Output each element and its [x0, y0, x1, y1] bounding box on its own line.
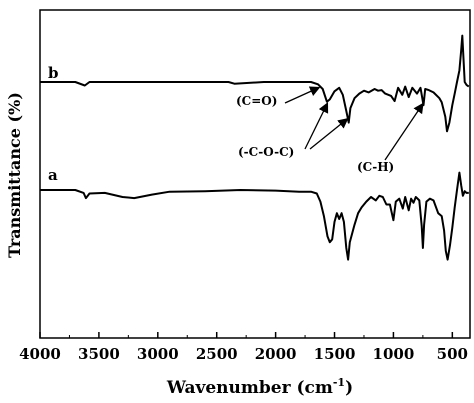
series-label-b: b	[48, 64, 59, 82]
annotation-ch-label: (C-H)	[357, 160, 394, 174]
x-axis-label-sup: -1	[333, 376, 345, 389]
x-tick-label: 2500	[196, 345, 238, 363]
annotation-arrow	[284, 86, 321, 104]
x-axis-ticks: 4000 3500 3000 2500 2000 1500 1000 500	[19, 332, 468, 363]
x-tick-label: 1500	[314, 345, 356, 363]
annotation-arrow	[304, 102, 329, 150]
annotation-coc-label: (-C-O-C)	[238, 145, 294, 159]
x-tick-label: 3500	[78, 345, 120, 363]
annotation-co-label: (C=O)	[236, 94, 277, 108]
annotations: (C=O) (-C-O-C) (C-H)	[236, 86, 424, 174]
spectrum-line-a	[40, 171, 469, 261]
x-axis-label: Wavenumber (cm-1)	[166, 376, 353, 398]
x-tick-label: 1000	[373, 345, 415, 363]
x-tick-label: 2000	[255, 345, 297, 363]
y-axis-label: Transmittance (%)	[5, 92, 24, 258]
x-tick-label: 3000	[137, 345, 179, 363]
spectrum-line-b	[40, 34, 470, 133]
series-layer	[40, 34, 470, 261]
x-tick-label: 500	[437, 345, 468, 363]
plot-frame	[39, 9, 471, 339]
annotation-arrow	[309, 117, 349, 150]
x-axis-label-close: )	[345, 378, 353, 398]
annotation-arrows	[284, 86, 424, 161]
x-axis-label-main: Wavenumber (cm	[166, 378, 333, 398]
annotation-arrow	[384, 102, 424, 161]
series-label-a: a	[48, 166, 58, 184]
x-tick-label: 4000	[19, 345, 61, 363]
